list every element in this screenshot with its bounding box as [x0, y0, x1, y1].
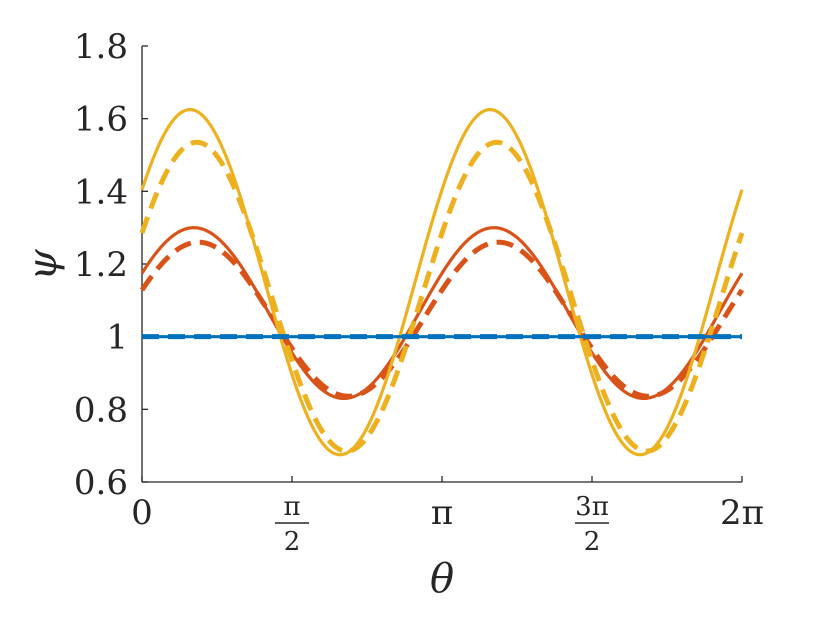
labels: θ ψ: [20, 249, 454, 602]
y-tick-label: 0.8: [74, 390, 128, 430]
y-tick-label: 1.4: [74, 172, 128, 212]
x-tick-label-denominator: 2: [284, 527, 301, 557]
x-axis-title: θ: [430, 556, 454, 602]
y-tick-label: 1.6: [74, 100, 128, 140]
series-group: [139, 107, 745, 457]
y-tick-label: 1.2: [74, 245, 128, 285]
y-tick-label: 0.6: [74, 463, 128, 503]
series-line-dashed: [139, 239, 745, 399]
x-tick-label-numerator: 3π: [575, 492, 609, 522]
x-tick-label: 2π: [720, 493, 764, 533]
series-line-solid: [140, 107, 744, 457]
series-line-solid: [140, 226, 744, 401]
y-tick-label: 1: [106, 318, 128, 358]
x-tick-label-denominator: 2: [584, 527, 601, 557]
y-axis-title: ψ: [20, 249, 66, 281]
x-tick-label: π: [431, 493, 453, 533]
x-tick-label: 0: [131, 493, 153, 533]
x-tick-label-numerator: π: [283, 492, 300, 522]
y-tick-label: 1.8: [74, 27, 128, 67]
series-line-dashed: [139, 139, 745, 454]
